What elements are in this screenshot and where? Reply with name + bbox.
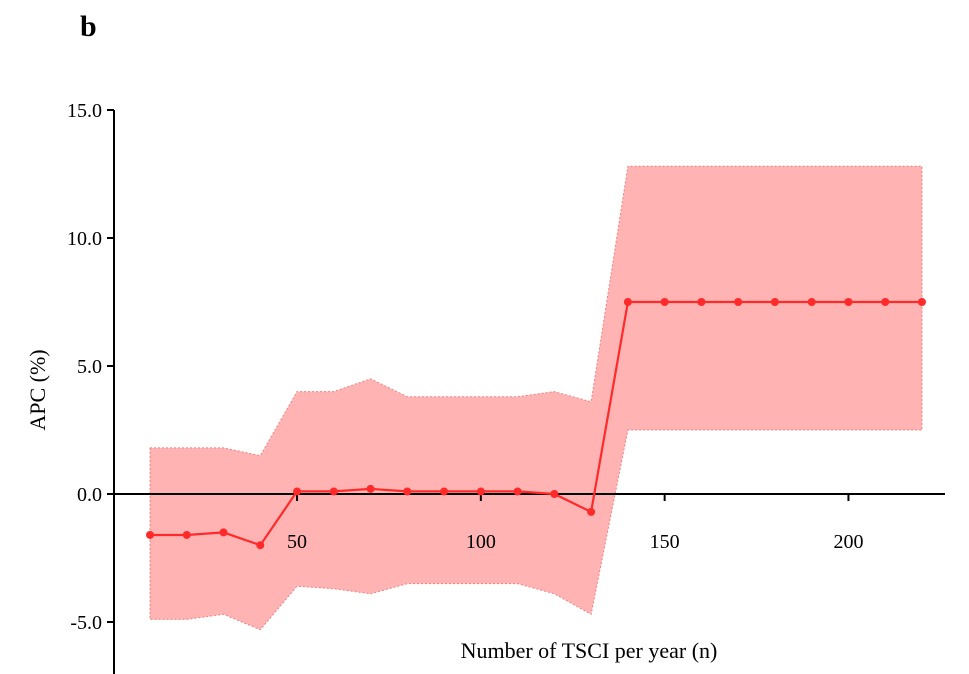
y-tick-label: 5.0 bbox=[77, 356, 102, 378]
data-point bbox=[476, 487, 485, 496]
y-tick-label: 15.0 bbox=[67, 100, 102, 122]
x-tick-label: 100 bbox=[466, 531, 496, 553]
data-point bbox=[182, 530, 191, 539]
data-point bbox=[146, 530, 154, 539]
confidence-band-layer bbox=[149, 165, 923, 631]
data-point bbox=[219, 528, 228, 537]
data-point bbox=[917, 298, 926, 306]
data-point bbox=[293, 487, 302, 496]
series-line bbox=[150, 300, 922, 547]
confidence-band bbox=[149, 165, 923, 631]
y-tick-label: 0.0 bbox=[77, 484, 102, 506]
data-point bbox=[770, 298, 779, 306]
x-tick-label: 50 bbox=[287, 531, 307, 553]
data-point bbox=[881, 298, 890, 306]
y-tick-label: -5.0 bbox=[70, 612, 102, 634]
data-point bbox=[550, 490, 559, 498]
data-point bbox=[329, 487, 338, 496]
data-point bbox=[734, 298, 743, 306]
data-point bbox=[256, 541, 265, 550]
axes: -5.0 0.0 5.0 10.0 15.0 50 100 150 200 bbox=[67, 100, 945, 674]
x-tick-label: 200 bbox=[833, 531, 863, 553]
series-line-layer bbox=[150, 300, 922, 547]
data-point bbox=[403, 487, 412, 496]
data-point bbox=[366, 484, 375, 493]
data-point bbox=[587, 507, 596, 516]
x-tick-label: 150 bbox=[650, 531, 680, 553]
data-point bbox=[697, 298, 706, 306]
x-axis-label: Number of TSCI per year (n) bbox=[461, 638, 718, 663]
data-points-layer bbox=[146, 298, 926, 550]
data-point bbox=[807, 298, 816, 306]
data-point bbox=[623, 298, 632, 306]
y-tick-label: 10.0 bbox=[67, 228, 102, 250]
data-point bbox=[660, 298, 669, 306]
y-axis-label: APC (%) bbox=[25, 349, 50, 430]
data-point bbox=[844, 298, 853, 306]
data-point bbox=[440, 487, 449, 496]
data-point bbox=[513, 487, 522, 496]
panel-label: b bbox=[80, 10, 97, 43]
